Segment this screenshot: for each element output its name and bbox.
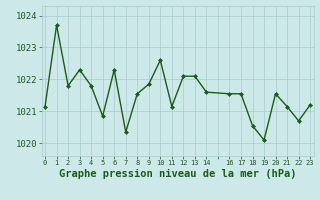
- X-axis label: Graphe pression niveau de la mer (hPa): Graphe pression niveau de la mer (hPa): [59, 169, 296, 179]
